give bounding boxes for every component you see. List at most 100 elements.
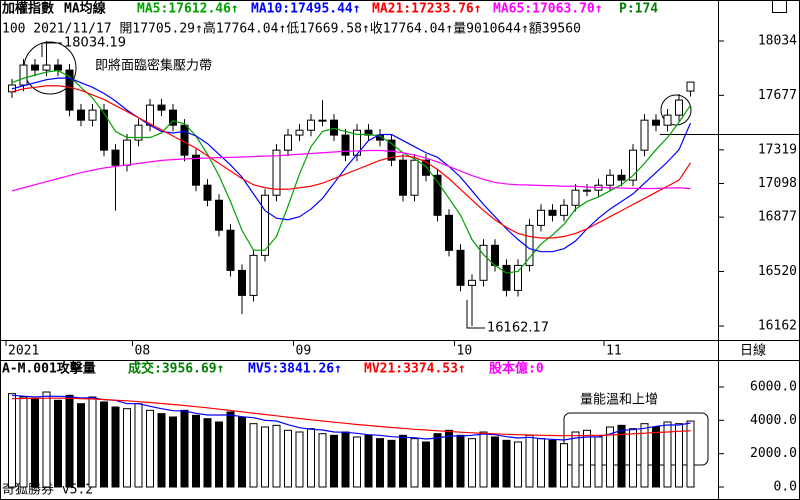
ma-line	[11, 394, 691, 441]
candle-body	[537, 209, 545, 226]
x-tick-label: 09	[296, 344, 312, 359]
annotation-leader	[41, 42, 62, 57]
ma-line	[11, 149, 691, 192]
candle-body	[514, 264, 522, 291]
candle-body	[525, 224, 534, 266]
candle-body	[318, 119, 327, 122]
candle-body	[169, 109, 177, 126]
candle-body	[203, 184, 212, 201]
candle-body	[548, 209, 557, 216]
volume-bar	[180, 409, 189, 488]
candle-body	[123, 139, 131, 166]
info: 股本億:0	[489, 361, 544, 377]
candle-body	[284, 134, 292, 151]
volume-bar	[353, 436, 361, 488]
volume-bar	[134, 403, 143, 488]
candle-body	[652, 119, 660, 126]
legend-entry: MA21:17233.76↑	[372, 2, 482, 17]
x-tick-label: 11	[606, 344, 622, 359]
y-tick-label: 18034	[758, 34, 797, 49]
candle-body	[433, 174, 442, 216]
volume-bar	[456, 434, 465, 488]
candle-body	[226, 229, 235, 271]
volume-bar	[261, 426, 269, 488]
legend-entry: MV21:3374.53↑	[364, 362, 466, 377]
period[interactable]: 日線	[740, 343, 766, 359]
candle-body	[502, 264, 511, 291]
volume-bar	[19, 396, 28, 488]
volume-bar	[502, 439, 511, 488]
annotation: 18034.19	[64, 36, 126, 51]
candle-body	[341, 134, 350, 156]
candle-body	[134, 124, 143, 141]
volume-bar	[468, 438, 476, 488]
candle-body	[640, 119, 649, 151]
volume-title: A-M.001攻擊量	[2, 361, 96, 377]
candle-body	[364, 129, 373, 136]
highlight-circle	[660, 94, 692, 126]
ma-line	[11, 397, 691, 437]
volume-bar	[284, 429, 292, 488]
annotation: 即將面臨密集壓力帶	[95, 58, 212, 74]
volume-bar	[571, 431, 580, 488]
candle-body	[456, 249, 465, 286]
volume-bar	[318, 433, 327, 488]
candle-body	[387, 139, 396, 161]
candle-body	[617, 174, 626, 181]
volume-bar	[111, 406, 120, 488]
candle-body	[295, 129, 304, 136]
y-tick-label: 4000.0	[750, 413, 797, 428]
volume-bar	[157, 413, 166, 488]
volume-bar	[594, 436, 603, 488]
candle-body	[100, 109, 108, 151]
y-tick-label: 16877	[758, 210, 797, 225]
candle-body	[192, 154, 200, 186]
indicator-name: MA均線	[64, 1, 107, 17]
candle-body	[215, 199, 223, 231]
volume-bar	[652, 426, 660, 488]
candle-body	[238, 269, 246, 296]
y-tick-label: 17677	[758, 88, 797, 103]
volume-bar	[192, 414, 200, 488]
candle-body	[88, 109, 97, 121]
volume-bar	[560, 443, 568, 488]
candle-body	[330, 119, 338, 136]
ma-line	[11, 85, 691, 239]
chart-title: 加權指數	[1, 1, 54, 17]
candle-body	[42, 64, 51, 71]
y-tick-label: 2000.0	[750, 446, 797, 461]
legend-entry: MA65:17063.70↑	[493, 2, 603, 17]
volume-bar	[123, 408, 131, 488]
volume-bar	[606, 426, 614, 488]
legend-entry: MV5:3841.26↑	[248, 362, 342, 377]
candle-body	[111, 149, 120, 166]
candle-body	[54, 64, 62, 71]
annotation-leader	[466, 300, 485, 329]
volume-bar	[54, 399, 62, 488]
volume-bar	[479, 431, 488, 488]
ma-line	[11, 69, 691, 274]
volume-bar	[548, 439, 557, 488]
ma-line	[11, 77, 692, 253]
volume-bar	[65, 394, 74, 488]
candle-body	[663, 114, 672, 126]
legend-entry: 成交:3956.69↑	[128, 361, 224, 377]
volume-bar	[445, 429, 453, 488]
candle-body	[675, 99, 683, 116]
candle-body	[157, 104, 166, 111]
candle-body	[261, 194, 269, 256]
candle-body	[445, 214, 453, 251]
candle-body	[31, 64, 39, 71]
candle-body	[606, 174, 614, 186]
window-button[interactable]	[772, 0, 787, 13]
x-tick-label: 2021	[8, 344, 39, 359]
candle-body	[629, 149, 637, 181]
volume-bar	[410, 438, 419, 488]
candle-body	[422, 159, 430, 176]
candle-body	[571, 189, 580, 206]
volume-bar	[663, 421, 672, 488]
candle-body	[77, 109, 85, 121]
y-tick-label: 16162	[758, 318, 797, 333]
candle-body	[65, 69, 74, 111]
